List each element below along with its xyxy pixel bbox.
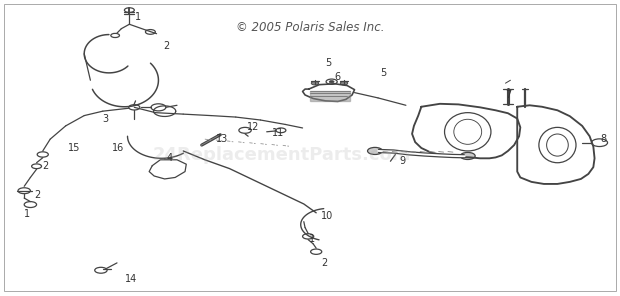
Text: 16: 16 [112,143,125,153]
Circle shape [311,81,319,85]
Text: 1: 1 [135,12,141,22]
Text: 2: 2 [42,161,48,171]
Text: 11: 11 [272,128,284,138]
Circle shape [368,147,383,155]
Text: 4: 4 [167,153,172,163]
Text: 1: 1 [24,209,30,219]
Text: 1: 1 [309,234,315,244]
Text: 5: 5 [326,57,332,67]
Circle shape [460,152,475,160]
Text: 9: 9 [400,156,406,166]
Text: 13: 13 [216,134,228,144]
Text: 12: 12 [247,122,259,132]
Text: 15: 15 [68,143,80,153]
Text: 2: 2 [35,190,41,200]
Text: 24ReplacementParts.com: 24ReplacementParts.com [153,146,412,164]
Circle shape [329,81,334,83]
Text: 14: 14 [125,274,137,284]
Text: 3: 3 [103,114,109,123]
Text: 7: 7 [505,90,511,100]
Text: 2: 2 [321,258,327,268]
Text: 6: 6 [335,72,341,82]
Text: 5: 5 [380,68,386,78]
Text: 10: 10 [321,211,334,221]
Bar [310,91,350,101]
Circle shape [340,81,348,85]
Text: 8: 8 [601,134,607,144]
Text: © 2005 Polaris Sales Inc.: © 2005 Polaris Sales Inc. [236,21,384,34]
Text: 2: 2 [163,41,170,52]
